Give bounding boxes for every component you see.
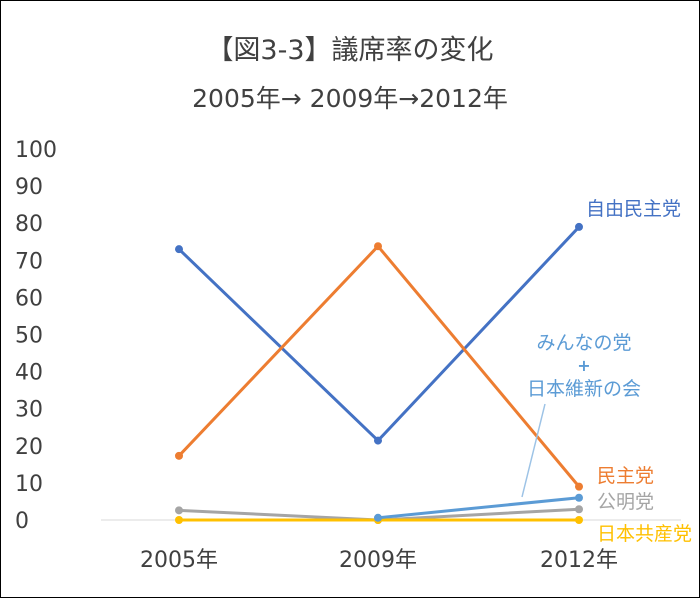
series-label: 自由民主党 <box>586 198 681 220</box>
data-point <box>175 516 183 524</box>
series-line <box>377 496 580 520</box>
data-point <box>374 242 382 251</box>
y-tick-label: 0 <box>15 509 29 534</box>
x-tick-label: 2012年 <box>540 548 618 573</box>
y-tick-label: 50 <box>15 324 43 349</box>
data-point <box>175 506 183 515</box>
data-point <box>374 436 382 445</box>
y-tick-label: 20 <box>15 435 43 460</box>
y-tick-label: 30 <box>15 398 43 423</box>
x-tick-label: 2005年 <box>140 548 218 573</box>
y-tick-label: 80 <box>15 212 43 237</box>
series-label: みんなの党 <box>536 332 631 354</box>
series-label: 公明党 <box>597 491 654 513</box>
y-tick-label: 60 <box>15 286 43 311</box>
series-label: 民主党 <box>597 465 654 487</box>
chart-subtitle: 2005年→ 2009年→2012年 <box>192 84 508 113</box>
series-label: + <box>577 356 590 375</box>
y-tick-label: 70 <box>15 249 43 274</box>
series-line <box>177 225 581 443</box>
data-point <box>175 245 183 254</box>
y-tick-label: 90 <box>15 175 43 200</box>
x-tick-label: 2009年 <box>339 548 417 573</box>
data-point <box>575 505 583 514</box>
chart-title: 【図3-3】議席率の変化 <box>206 35 493 66</box>
data-point <box>175 451 183 460</box>
series-line <box>177 244 581 488</box>
data-point <box>575 493 583 502</box>
series-label: 日本維新の会 <box>527 378 641 400</box>
data-point <box>374 513 382 522</box>
y-tick-label: 10 <box>15 472 43 497</box>
data-point <box>575 222 583 231</box>
series-label: 日本共産党 <box>597 523 692 545</box>
y-tick-label: 40 <box>15 361 43 386</box>
y-tick-label: 100 <box>15 138 57 163</box>
data-point <box>575 482 583 491</box>
data-point <box>575 516 583 524</box>
label-leader-line <box>521 403 546 498</box>
